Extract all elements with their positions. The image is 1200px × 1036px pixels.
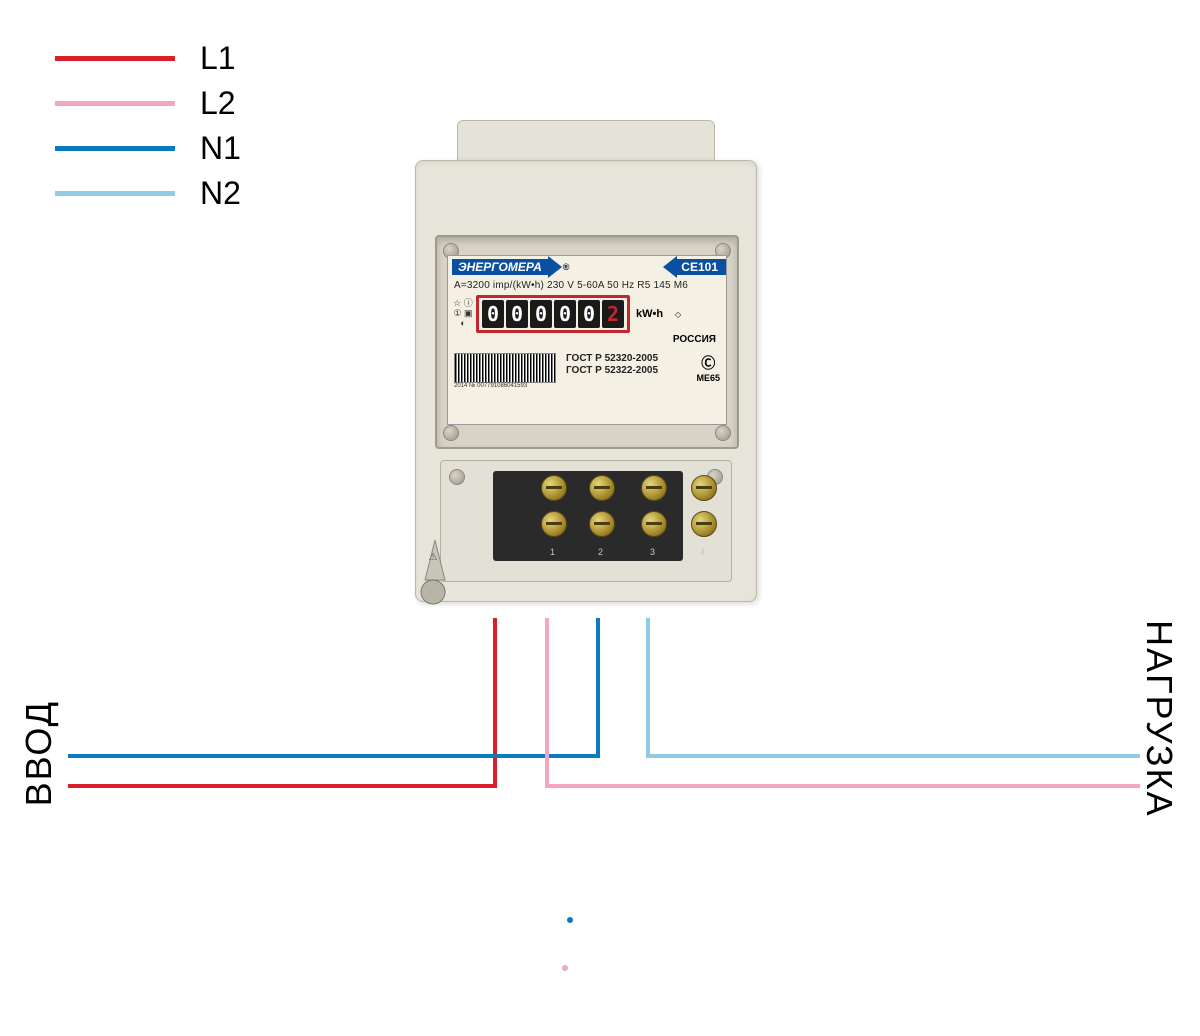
terminal-number: 2 (598, 547, 603, 557)
counter-digit: 2 (602, 300, 624, 328)
legend-label: L1 (200, 40, 236, 77)
kwh-counter: 000002 (476, 295, 630, 333)
legend-row-L1: L1 (55, 40, 241, 77)
counter-digit: 0 (578, 300, 600, 328)
bottom-row: 2014 № 007791086041593 ГОСТ Р 52320-2005… (448, 349, 726, 391)
barcode-text: 2014 № 007791086041593 (454, 383, 556, 389)
stray-dot (562, 965, 568, 971)
gost-line: ГОСТ Р 52320-2005 (566, 353, 658, 365)
meter-label-panel: ЭНЕРГОМЕРА ® CE101 A=3200 imp/(kW•h) 230… (447, 255, 727, 425)
legend: L1 L2 N1 N2 (55, 40, 241, 220)
legend-label: L2 (200, 85, 236, 122)
input-label: ВВОД (18, 700, 60, 806)
barcode-block: 2014 № 007791086041593 (454, 353, 556, 389)
terminal-number: 1 (550, 547, 555, 557)
screw-icon (449, 469, 465, 485)
model-number: CE101 (677, 259, 726, 275)
terminal-screw (691, 475, 717, 501)
stray-dot (567, 917, 573, 923)
spec-line: A=3200 imp/(kW•h) 230 V 5-60A 50 Hz R5 1… (448, 278, 726, 293)
load-label: НАГРУЗКА (1138, 620, 1180, 818)
counter-digit: 0 (482, 300, 504, 328)
terminal-screw (641, 475, 667, 501)
unit-label: kW•h (636, 308, 663, 320)
terminal-dark-block: 1234 (493, 471, 683, 561)
terminal-screw (691, 511, 717, 537)
wire-N2 (648, 618, 1140, 756)
meter-header: ЭНЕРГОМЕРА ® CE101 (448, 256, 726, 278)
energy-meter: ЭНЕРГОМЕРА ® CE101 A=3200 imp/(kW•h) 230… (385, 120, 785, 620)
counter-digit: 0 (506, 300, 528, 328)
terminal-screw (589, 511, 615, 537)
legend-row-N1: N1 (55, 130, 241, 167)
terminal-screw (589, 475, 615, 501)
cert-icon: ◇ (667, 310, 689, 319)
meter-faceplate: ЭНЕРГОМЕРА ® CE101 A=3200 imp/(kW•h) 230… (435, 235, 739, 449)
gost-standards: ГОСТ Р 52320-2005 ГОСТ Р 52322-2005 (566, 353, 658, 377)
barcode-icon (454, 353, 556, 383)
legend-label: N2 (200, 175, 241, 212)
terminal-block: 1 2 3 4 (440, 460, 732, 582)
counter-digit: 0 (530, 300, 552, 328)
legend-swatch (55, 56, 175, 61)
country-label: РОССИЯ (673, 334, 716, 345)
legend-swatch (55, 146, 175, 151)
seal-tag: ⚠ (415, 540, 451, 590)
brand-name: ЭНЕРГОМЕРА (452, 259, 548, 275)
counter-digit: 0 (554, 300, 576, 328)
rc-certification-icon: Ⓒ МЕ65 (696, 353, 720, 383)
wire-L2 (547, 618, 1140, 786)
registered-icon: ® (563, 262, 570, 272)
screw-icon (715, 425, 731, 441)
terminal-screw (641, 511, 667, 537)
arrow-right-icon (548, 256, 562, 278)
svg-text:⚠: ⚠ (429, 552, 438, 563)
terminal-number: 3 (650, 547, 655, 557)
counter-row: ☆ ⓘ ① ▣ ◐ 000002 kW•h ◇ (448, 293, 726, 335)
wire-L1 (68, 618, 495, 786)
legend-swatch (55, 101, 175, 106)
legend-label: N1 (200, 130, 241, 167)
legend-row-L2: L2 (55, 85, 241, 122)
legend-swatch (55, 191, 175, 196)
arrow-left-icon (663, 256, 677, 278)
wire-N1 (68, 618, 598, 756)
gost-line: ГОСТ Р 52322-2005 (566, 365, 658, 377)
approval-icons: ☆ ⓘ ① ▣ ◐ (452, 299, 474, 329)
model-box: CE101 (663, 256, 726, 278)
terminal-number: 4 (700, 547, 705, 557)
legend-row-N2: N2 (55, 175, 241, 212)
terminal-screw (541, 475, 567, 501)
screw-icon (443, 425, 459, 441)
terminal-screw (541, 511, 567, 537)
